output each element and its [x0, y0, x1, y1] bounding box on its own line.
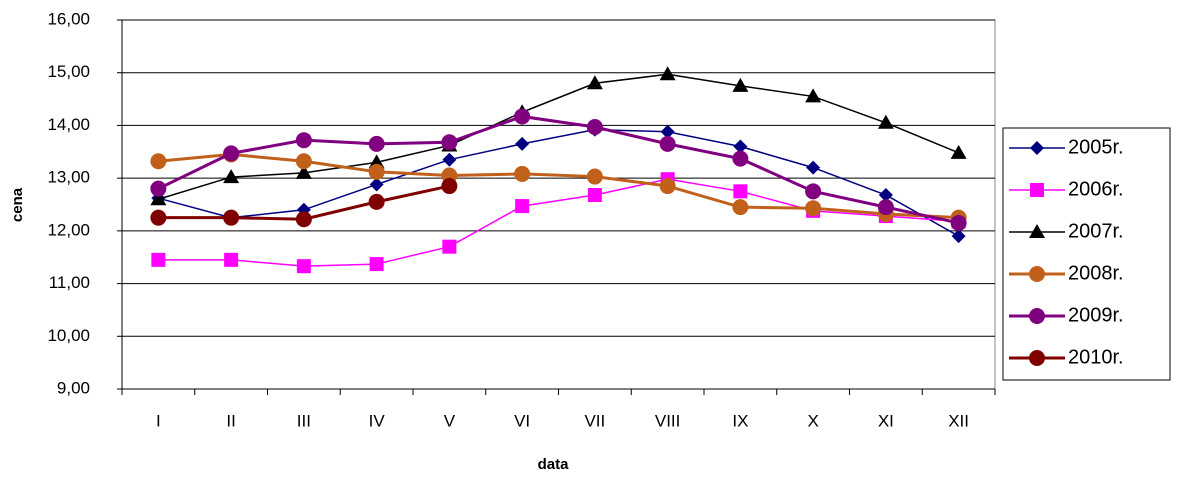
- x-axis-title: data: [538, 456, 570, 473]
- marker: [295, 153, 312, 170]
- marker: [515, 136, 530, 151]
- legend-label: 2008r.: [1068, 262, 1124, 284]
- marker: [441, 178, 458, 195]
- x-tick-label: X: [807, 411, 818, 430]
- marker: [368, 163, 385, 180]
- marker: [150, 191, 167, 206]
- marker: [368, 154, 385, 169]
- series-line: [158, 128, 959, 237]
- marker: [442, 239, 457, 254]
- x-tick-label: XI: [878, 411, 894, 430]
- x-tick-label: VII: [584, 411, 605, 430]
- marker: [586, 119, 603, 136]
- marker: [368, 135, 385, 152]
- x-tick-label: I: [156, 411, 161, 430]
- y-tick-label: 13,00: [47, 168, 90, 187]
- marker: [805, 88, 822, 103]
- marker: [732, 150, 749, 167]
- y-tick-label: 14,00: [47, 115, 90, 134]
- x-tick-label: XII: [948, 411, 969, 430]
- series-line: [157, 114, 959, 225]
- series-line: [158, 73, 959, 200]
- marker: [878, 188, 893, 203]
- marker: [587, 188, 602, 203]
- marker: [733, 139, 748, 154]
- legend: [1002, 127, 1171, 381]
- marker: [659, 135, 676, 152]
- marker: [732, 77, 749, 92]
- series-line: [158, 152, 959, 220]
- marker: [805, 183, 822, 200]
- marker: [295, 132, 312, 149]
- marker: [877, 199, 894, 216]
- marker: [659, 178, 676, 195]
- y-tick-label: 11,00: [49, 273, 90, 292]
- marker: [224, 252, 239, 267]
- marker: [514, 108, 531, 125]
- marker: [150, 209, 167, 226]
- legend-label: 2010r.: [1068, 346, 1124, 368]
- marker: [223, 169, 240, 184]
- legend-label: 2005r.: [1068, 136, 1124, 158]
- legend-label: 2006r.: [1068, 178, 1124, 200]
- marker: [223, 145, 240, 162]
- marker: [369, 257, 384, 272]
- legend-marker: [1029, 350, 1045, 366]
- x-tick-label: V: [444, 411, 456, 430]
- marker: [442, 152, 457, 167]
- marker: [368, 193, 385, 210]
- marker: [806, 160, 821, 175]
- marker: [805, 200, 822, 217]
- series-line: [158, 178, 959, 267]
- legend-marker: [1029, 308, 1045, 324]
- x-tick-label: III: [297, 411, 311, 430]
- y-tick-label: 16,00: [47, 9, 90, 28]
- x-tick-label: VI: [514, 411, 530, 430]
- y-tick-label: 12,00: [47, 220, 90, 239]
- marker: [950, 214, 967, 231]
- y-tick-label: 9,00: [57, 378, 90, 397]
- marker: [659, 66, 676, 81]
- marker: [514, 165, 531, 182]
- marker: [586, 75, 603, 90]
- marker: [586, 168, 603, 185]
- legend-label: 2009r.: [1068, 304, 1124, 326]
- legend-marker: [1029, 224, 1045, 238]
- marker: [515, 199, 530, 214]
- y-axis-title: cena: [9, 187, 26, 222]
- marker: [732, 199, 749, 216]
- legend-marker: [1030, 183, 1044, 197]
- marker: [950, 144, 967, 159]
- marker: [296, 259, 311, 274]
- marker: [295, 211, 312, 228]
- marker: [951, 229, 966, 244]
- x-tick-label: IV: [369, 411, 386, 430]
- y-tick-label: 10,00: [47, 326, 90, 345]
- y-tick-label: 15,00: [47, 62, 90, 81]
- plot-area: [121, 19, 996, 390]
- x-tick-label: IX: [732, 411, 748, 430]
- marker: [151, 252, 166, 267]
- marker: [150, 180, 167, 197]
- marker: [733, 184, 748, 199]
- marker: [877, 114, 894, 129]
- legend-marker: [1030, 141, 1044, 155]
- legend-marker: [1029, 266, 1045, 282]
- marker: [223, 209, 240, 226]
- marker: [441, 134, 458, 151]
- legend-label: 2007r.: [1068, 220, 1124, 242]
- marker: [150, 153, 167, 170]
- x-tick-label: VIII: [655, 411, 681, 430]
- marker: [369, 177, 384, 192]
- x-tick-label: II: [226, 411, 235, 430]
- marker: [295, 164, 312, 179]
- marker: [660, 124, 675, 139]
